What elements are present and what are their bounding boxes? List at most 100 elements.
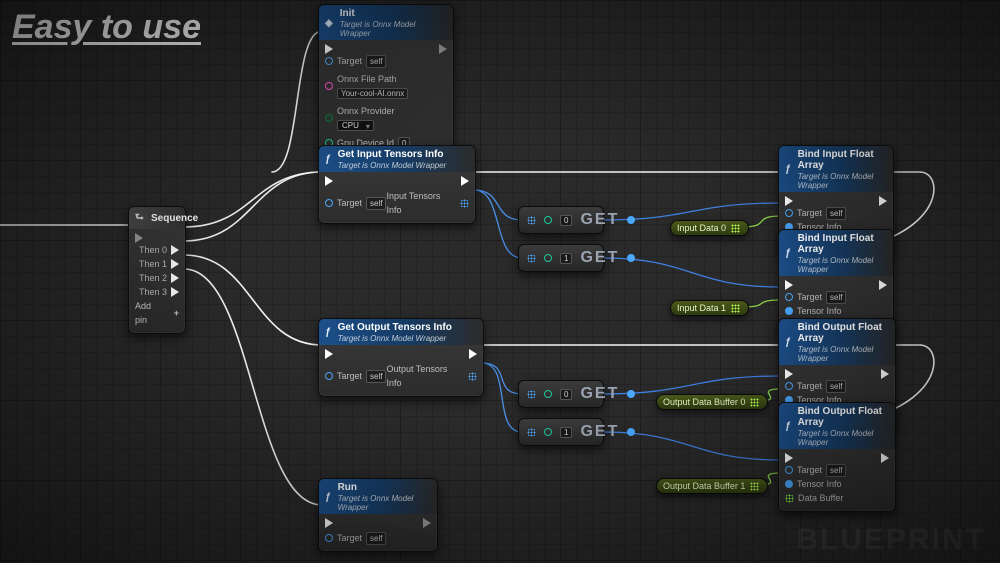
node-array-get-1[interactable]: 1 GET [518, 244, 604, 272]
node-run[interactable]: Run Target is Onnx Model Wrapper Target … [318, 478, 438, 552]
exec-out-pin[interactable] [879, 196, 887, 206]
self-value[interactable]: self [826, 464, 846, 477]
exec-out-pin[interactable] [469, 349, 477, 359]
exec-in-pin[interactable] [785, 369, 793, 379]
node-subtitle: Target is Onnx Model Wrapper [798, 345, 889, 363]
exec-in-pin[interactable] [135, 233, 143, 243]
index-pin[interactable] [544, 216, 552, 224]
add-pin-button[interactable]: Add pin + [135, 299, 179, 327]
blueprint-watermark: BLUEPRINT [796, 523, 986, 557]
array-out-pin[interactable] [460, 199, 469, 208]
tensor-info-pin[interactable] [785, 307, 793, 315]
exec-in-pin[interactable] [325, 176, 333, 186]
provider-dropdown[interactable]: CPU [337, 120, 374, 131]
node-header[interactable]: Get Output Tensors Info Target is Onnx M… [319, 319, 483, 345]
node-header[interactable]: Init Target is Onnx Model Wrapper [319, 5, 453, 40]
exec-in-pin[interactable] [325, 44, 333, 54]
node-header[interactable]: Bind Input Float ArrayTarget is Onnx Mod… [779, 230, 893, 276]
target-pin[interactable] [325, 199, 333, 207]
exec-in-pin[interactable] [785, 280, 793, 290]
enum-pin[interactable] [325, 114, 333, 122]
self-value[interactable]: self [366, 532, 386, 545]
node-header[interactable]: Bind Output Float ArrayTarget is Onnx Mo… [779, 319, 895, 365]
node-title: Get Input Tensors Info [338, 149, 444, 160]
var-output-buffer-0[interactable]: Output Data Buffer 0 [656, 394, 768, 410]
exec-out-pin[interactable] [171, 287, 179, 297]
node-array-get-3[interactable]: 1 GET [518, 418, 604, 446]
output-label: Output Tensors Info [386, 362, 464, 390]
node-get-output-tensors[interactable]: Get Output Tensors Info Target is Onnx M… [318, 318, 484, 397]
index-value[interactable]: 1 [560, 253, 572, 264]
array-out-pin[interactable] [750, 482, 759, 491]
self-value[interactable]: self [826, 291, 846, 304]
exec-in-pin[interactable] [325, 518, 333, 528]
exec-out-pin[interactable] [171, 273, 179, 283]
var-input-data-1[interactable]: Input Data 1 [670, 300, 749, 316]
index-value[interactable]: 0 [560, 389, 572, 400]
target-pin[interactable] [785, 466, 793, 474]
target-pin[interactable] [325, 57, 333, 65]
node-subtitle: Target is Onnx Model Wrapper [798, 172, 887, 190]
array-out-pin[interactable] [750, 398, 759, 407]
index-pin[interactable] [544, 428, 552, 436]
self-value[interactable]: self [366, 55, 386, 68]
target-pin[interactable] [785, 382, 793, 390]
target-pin[interactable] [325, 372, 333, 380]
exec-out-pin[interactable] [439, 44, 447, 54]
node-get-input-tensors[interactable]: Get Input Tensors Info Target is Onnx Mo… [318, 145, 476, 224]
exec-in-pin[interactable] [785, 196, 793, 206]
get-label: GET [580, 249, 619, 267]
exec-out-pin[interactable] [171, 245, 179, 255]
float-array-pin[interactable] [785, 494, 794, 503]
tensor-info-pin[interactable] [785, 480, 793, 488]
node-title: Sequence [151, 213, 198, 224]
self-value[interactable]: self [826, 207, 846, 220]
index-value[interactable]: 0 [560, 215, 572, 226]
node-title: Bind Output Float Array [798, 322, 882, 344]
index-pin[interactable] [544, 254, 552, 262]
self-value[interactable]: self [826, 380, 846, 393]
exec-in-pin[interactable] [785, 453, 793, 463]
node-subtitle: Target is Onnx Model Wrapper [338, 494, 431, 512]
node-init[interactable]: Init Target is Onnx Model Wrapper Target… [318, 4, 454, 157]
var-output-buffer-1[interactable]: Output Data Buffer 1 [656, 478, 768, 494]
index-pin[interactable] [544, 390, 552, 398]
filepath-value[interactable]: Your-cool-AI.onnx [337, 88, 408, 99]
target-pin[interactable] [785, 209, 793, 217]
string-pin[interactable] [325, 82, 333, 90]
array-out-pin[interactable] [468, 372, 477, 381]
array-in-pin[interactable] [527, 254, 536, 263]
node-header[interactable]: Bind Output Float ArrayTarget is Onnx Mo… [779, 403, 895, 449]
exec-out-pin[interactable] [881, 453, 889, 463]
exec-out-pin[interactable] [423, 518, 431, 528]
exec-out-pin[interactable] [461, 176, 469, 186]
node-title: Bind Output Float Array [798, 406, 882, 428]
var-input-data-0[interactable]: Input Data 0 [670, 220, 749, 236]
exec-out-pin[interactable] [881, 369, 889, 379]
node-title: Init [340, 8, 355, 19]
exec-out-pin[interactable] [171, 259, 179, 269]
node-sequence[interactable]: Sequence Then 0 Then 1 Then 2 Then 3 Add… [128, 206, 186, 334]
node-header[interactable]: Get Input Tensors Info Target is Onnx Mo… [319, 146, 475, 172]
page-title: Easy to use [12, 8, 201, 47]
node-header[interactable]: Run Target is Onnx Model Wrapper [319, 479, 437, 514]
target-pin[interactable] [785, 293, 793, 301]
node-header[interactable]: Sequence [129, 207, 185, 229]
exec-in-pin[interactable] [325, 349, 333, 359]
node-header[interactable]: Bind Input Float ArrayTarget is Onnx Mod… [779, 146, 893, 192]
node-array-get-0[interactable]: 0 GET [518, 206, 604, 234]
array-in-pin[interactable] [527, 390, 536, 399]
array-in-pin[interactable] [527, 428, 536, 437]
node-array-get-2[interactable]: 0 GET [518, 380, 604, 408]
array-out-pin[interactable] [731, 224, 740, 233]
array-out-pin[interactable] [731, 304, 740, 313]
array-in-pin[interactable] [527, 216, 536, 225]
target-pin[interactable] [325, 534, 333, 542]
self-value[interactable]: self [366, 197, 386, 210]
pin-label: Then 2 [139, 271, 167, 285]
self-value[interactable]: self [366, 370, 386, 383]
exec-out-pin[interactable] [879, 280, 887, 290]
index-value[interactable]: 1 [560, 427, 572, 438]
node-bind-output-1[interactable]: Bind Output Float ArrayTarget is Onnx Mo… [778, 402, 896, 512]
node-subtitle: Target is Onnx Model Wrapper [798, 429, 889, 447]
